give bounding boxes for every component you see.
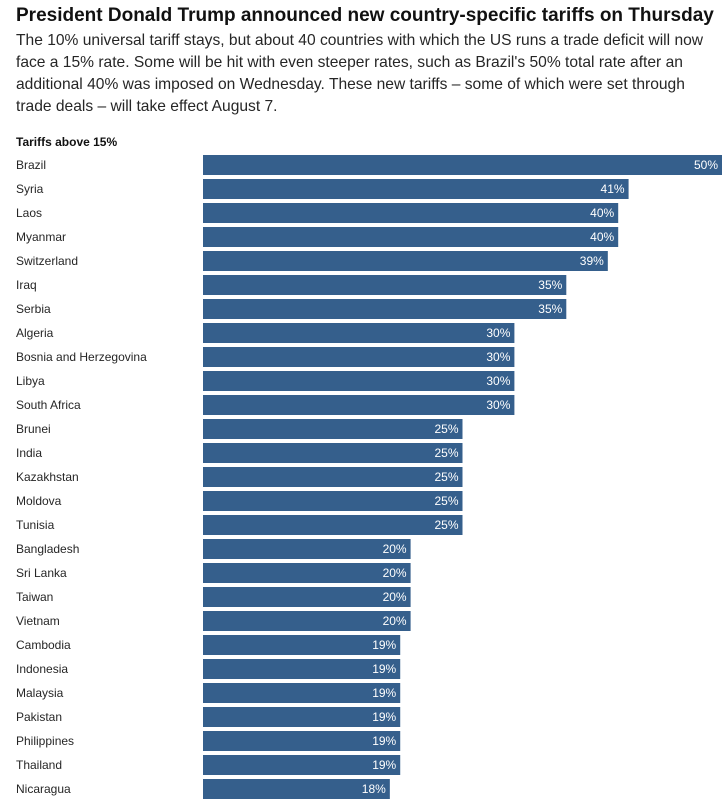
bar: [203, 779, 390, 799]
bar: [203, 347, 515, 367]
category-label: Switzerland: [16, 254, 78, 268]
value-label: 40%: [590, 206, 614, 220]
bar: [203, 515, 463, 535]
bar: [203, 371, 515, 391]
chart-subtitle: The 10% universal tariff stays, but abou…: [16, 32, 704, 115]
category-label: Libya: [16, 374, 45, 388]
category-label: Bosnia and Herzegovina: [16, 350, 147, 364]
value-label: 39%: [580, 254, 604, 268]
value-label: 35%: [538, 302, 562, 316]
value-label: 25%: [434, 518, 458, 532]
category-label: Moldova: [16, 494, 62, 508]
bar: [203, 467, 463, 487]
category-label: Algeria: [16, 326, 54, 340]
category-label: Serbia: [16, 302, 51, 316]
value-label: 30%: [486, 398, 510, 412]
value-label: 30%: [486, 326, 510, 340]
bar: [203, 491, 463, 511]
category-label: Kazakhstan: [16, 470, 79, 484]
value-label: 18%: [362, 782, 386, 796]
bar: [203, 611, 411, 631]
category-label: Cambodia: [16, 638, 71, 652]
value-label: 19%: [372, 638, 396, 652]
category-label: Brunei: [16, 422, 51, 436]
bar: [203, 635, 401, 655]
bar: [203, 587, 411, 607]
category-label: Bangladesh: [16, 542, 79, 556]
value-label: 25%: [434, 422, 458, 436]
category-label: Pakistan: [16, 710, 62, 724]
value-label: 35%: [538, 278, 562, 292]
bar: [203, 683, 401, 703]
bar: [203, 395, 515, 415]
value-label: 40%: [590, 230, 614, 244]
category-label: India: [16, 446, 42, 460]
bar: [203, 755, 401, 775]
value-label: 19%: [372, 662, 396, 676]
value-label: 25%: [434, 446, 458, 460]
bar: [203, 155, 722, 175]
bar: [203, 419, 463, 439]
bar: [203, 563, 411, 583]
value-label: 19%: [372, 758, 396, 772]
bar: [203, 227, 619, 247]
value-label: 20%: [383, 614, 407, 628]
value-label: 20%: [383, 566, 407, 580]
category-label: Nicaragua: [16, 782, 71, 796]
category-label: Tunisia: [16, 518, 55, 532]
category-label: Syria: [16, 182, 44, 196]
category-label: Indonesia: [16, 662, 68, 676]
value-label: 41%: [601, 182, 625, 196]
value-label: 19%: [372, 686, 396, 700]
category-label: Philippines: [16, 734, 74, 748]
value-label: 19%: [372, 710, 396, 724]
value-label: 25%: [434, 494, 458, 508]
bar: [203, 707, 401, 727]
bar: [203, 251, 608, 271]
category-label: Taiwan: [16, 590, 53, 604]
category-label: Myanmar: [16, 230, 66, 244]
bar-chart: Brazil 50% Syria 41% Laos 40% Myanmar 40% Switze…: [16, 155, 722, 799]
bar: [203, 203, 619, 223]
bar: [203, 659, 401, 679]
category-label: Thailand: [16, 758, 62, 772]
bar: [203, 179, 629, 199]
chart-title: President Donald Trump announced new cou…: [16, 5, 714, 26]
value-label: 20%: [383, 542, 407, 556]
value-label: 19%: [372, 734, 396, 748]
bar: [203, 539, 411, 559]
bar: [203, 731, 401, 751]
bar: [203, 323, 515, 343]
bar: [203, 299, 567, 319]
chart-heading: Tariffs above 15%: [16, 135, 118, 149]
value-label: 30%: [486, 374, 510, 388]
category-label: Brazil: [16, 158, 46, 172]
value-label: 25%: [434, 470, 458, 484]
bar: [203, 443, 463, 463]
category-label: Vietnam: [16, 614, 60, 628]
category-label: Sri Lanka: [16, 566, 67, 580]
category-label: Laos: [16, 206, 42, 220]
bar: [203, 275, 567, 295]
category-label: South Africa: [16, 398, 81, 412]
value-label: 50%: [694, 158, 718, 172]
category-label: Malaysia: [16, 686, 64, 700]
category-label: Iraq: [16, 278, 37, 292]
value-label: 20%: [383, 590, 407, 604]
value-label: 30%: [486, 350, 510, 364]
